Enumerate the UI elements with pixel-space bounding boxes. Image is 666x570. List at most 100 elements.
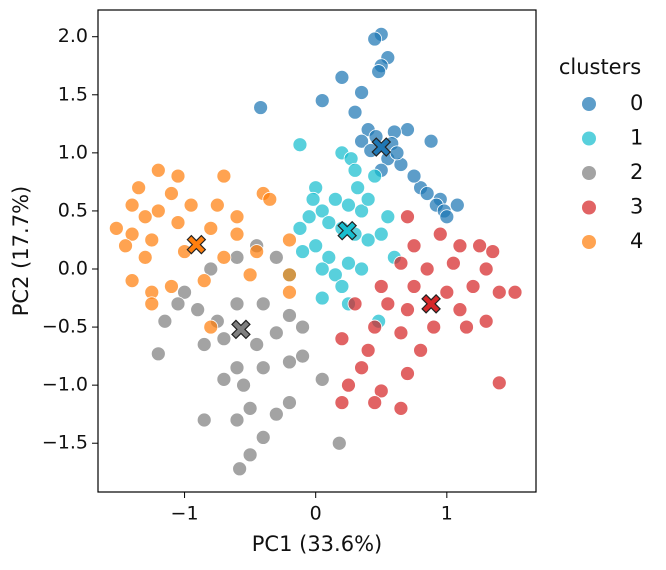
centroid [231,319,251,340]
point [491,375,507,391]
point [292,137,308,153]
point [253,100,269,115]
point [400,209,415,225]
point [459,319,474,335]
point [426,319,442,335]
point [334,395,350,410]
point [157,313,173,329]
x-axis-label: PC1 (33.6%) [252,532,382,556]
point [164,186,179,201]
point [491,284,507,300]
point [452,238,468,254]
point [367,31,383,47]
point [268,249,284,265]
point [360,191,376,207]
point [216,331,232,347]
point [282,284,297,300]
point [137,249,153,265]
point [255,430,271,445]
point [229,249,245,265]
point [419,186,435,201]
point [380,296,396,312]
point [400,122,415,138]
legend-marker [582,97,596,111]
point [452,302,468,318]
legend-label: 2 [630,160,643,184]
point [144,296,160,312]
point [196,273,212,289]
legend-marker [582,235,596,249]
point [255,296,271,312]
point [389,145,405,161]
centroid [186,234,207,255]
point [445,255,461,271]
point [373,383,389,399]
legend-label: 1 [630,126,643,150]
point [242,267,258,283]
point [137,209,153,225]
point [124,197,140,213]
point [354,203,369,219]
point [334,331,350,347]
point [124,273,140,289]
point [449,197,465,213]
legend-marker [582,200,596,215]
point [295,244,310,259]
point [354,261,369,277]
point [354,360,369,376]
point [216,371,232,387]
point [262,191,278,207]
point [124,226,140,242]
point [255,360,271,376]
point [507,284,523,300]
point [465,279,481,294]
point [371,64,387,79]
point [400,302,415,318]
point [478,261,494,277]
point [334,69,350,85]
point [314,371,330,387]
point [478,313,494,329]
point [347,296,363,312]
point [327,191,343,207]
legend-label: 0 [630,91,643,115]
point [439,209,455,225]
point [321,249,337,265]
point [393,400,409,416]
point [282,308,297,323]
point [236,377,251,393]
y-tick-label: −1.0 [42,374,88,396]
point [406,168,422,184]
point [232,461,248,477]
point [305,191,321,207]
plot-frame [97,9,537,493]
point [216,249,232,265]
point [472,238,488,254]
point [314,290,330,306]
point [393,255,409,271]
point [216,168,232,184]
y-axis-label: PC2 (17.7%) [9,186,33,316]
y-tick-label: 2.0 [58,25,88,47]
y-tick-label: 0.0 [58,258,88,280]
point [327,267,343,283]
point [170,296,186,312]
point [432,226,448,242]
x-tick-label: −1 [171,503,199,525]
point [321,215,337,230]
point [229,360,245,376]
point [406,238,422,254]
centroid [421,293,441,314]
x-tick-label: 0 [310,503,322,525]
centroid [337,220,358,241]
point [350,180,366,196]
point [268,406,284,422]
legend-marker [582,131,596,146]
point [268,325,284,341]
point [229,209,245,225]
point [242,400,258,416]
point [373,279,389,294]
point [380,209,396,225]
point [341,255,356,271]
